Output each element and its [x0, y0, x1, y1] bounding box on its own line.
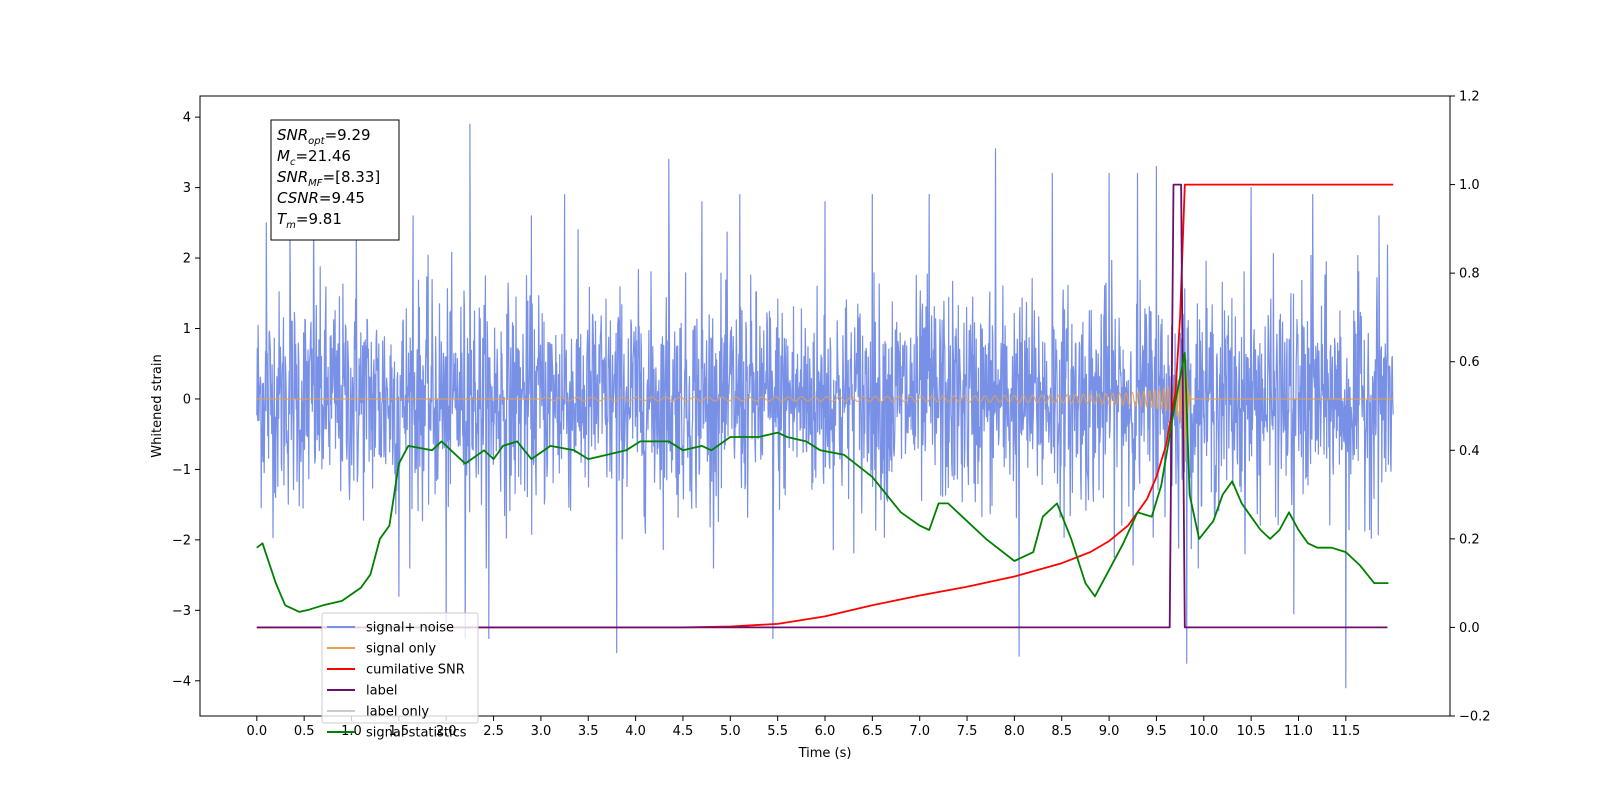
series-signal-statistics [256, 351, 1389, 613]
y2-tick-label: 0.4 [1459, 444, 1480, 459]
x-tick-label: 11.5 [1331, 724, 1360, 739]
x-tick-label: 6.0 [815, 724, 836, 739]
y-tick-label: 0 [183, 392, 191, 407]
x-tick-label: 4.0 [625, 724, 646, 739]
series-signal-only [256, 354, 1394, 462]
y-axis-label: Whitened strain [150, 354, 165, 457]
legend-item: cumilative SNR [327, 663, 465, 678]
y2-tick-label: 0.2 [1459, 532, 1480, 547]
legend-item: signal+ noise [327, 621, 454, 636]
series-label [256, 183, 1388, 629]
y2-tick-label: 0.0 [1459, 621, 1480, 636]
x-tick-label: 2.0 [436, 724, 457, 739]
legend: signal+ noise signal only cumilative SNR la… [321, 612, 479, 741]
y-axis-right: 1.2 1.0 0.8 0.6 0.4 0.2 0.0 −0.2 [1450, 90, 1491, 725]
x-tick-label: 3.5 [578, 724, 599, 739]
legend-item: label [327, 684, 397, 699]
signal-series-layer [256, 354, 1394, 462]
legend-label: signal only [366, 642, 436, 657]
x-axis-label: Time (s) [798, 746, 852, 761]
x-tick-label: 7.0 [909, 724, 930, 739]
x-tick-label: 9.0 [1099, 724, 1120, 739]
y-tick-label: 1 [183, 322, 191, 337]
x-tick-label: 0.5 [294, 724, 315, 739]
y2-tick-label: −0.2 [1459, 710, 1491, 725]
x-tick-label: 4.5 [673, 724, 694, 739]
legend-label: signal statistics [366, 726, 467, 741]
x-axis: 0.0 0.5 1.0 1.5 2.0 2.5 3.0 3.5 4.0 4.5 5.0 5.5 6.0 6… [246, 716, 1360, 739]
annotation-line: SNRMF=[8.33] [277, 168, 380, 189]
annotation-frame [270, 119, 400, 241]
x-tick-label: 7.5 [957, 724, 978, 739]
legend-label: cumilative SNR [366, 663, 465, 678]
legend-item: signal only [327, 642, 436, 657]
annotation-line: Mc=21.46 [277, 147, 351, 168]
x-tick-label: 10.5 [1237, 724, 1266, 739]
x-tick-label: 8.0 [1004, 724, 1025, 739]
annotation-line: Tm=9.81 [277, 210, 342, 231]
legend-label: label only [366, 705, 429, 720]
x-tick-label: 5.0 [720, 724, 741, 739]
y-tick-label: −4 [172, 674, 191, 689]
y2-tick-label: 0.8 [1459, 267, 1480, 282]
y-tick-label: 2 [183, 252, 191, 267]
y-tick-label: −1 [172, 463, 191, 478]
x-tick-label: 2.5 [483, 724, 504, 739]
series-signal-plus-noise [256, 123, 1394, 689]
x-tick-label: 6.5 [862, 724, 883, 739]
legend-item: signal statistics [327, 726, 467, 741]
annotation-line: SNRopt=9.29 [277, 126, 371, 147]
y-tick-label: 3 [183, 181, 191, 196]
x-tick-label: 5.5 [767, 724, 788, 739]
legend-frame [321, 612, 479, 724]
legend-label: label [366, 684, 397, 699]
y2-tick-label: 1.2 [1459, 90, 1480, 105]
y-tick-label: −2 [172, 533, 191, 548]
x-tick-label: 3.0 [531, 724, 552, 739]
x-tick-label: 8.5 [1051, 724, 1072, 739]
annotation-box: SNRopt=9.29Mc=21.46SNRMF=[8.33]CSNR=9.45… [270, 119, 400, 241]
x-tick-label: 11.0 [1284, 724, 1313, 739]
series-cumilative-snr [256, 183, 1394, 629]
line-series-layer [256, 183, 1394, 629]
annotation-line: CSNR=9.45 [277, 189, 365, 207]
y-tick-label: −3 [172, 604, 191, 619]
noise-series-layer [256, 123, 1394, 689]
x-tick-label: 9.5 [1146, 724, 1167, 739]
y-axis-left: 4 3 2 1 0 −1 −2 −3 −4 [172, 111, 200, 689]
y2-tick-label: 0.6 [1459, 355, 1480, 370]
x-tick-label: 10.0 [1189, 724, 1218, 739]
y2-tick-label: 1.0 [1459, 178, 1480, 193]
y-tick-label: 4 [183, 111, 191, 126]
legend-item: label only [327, 705, 429, 720]
legend-label: signal+ noise [366, 621, 454, 636]
x-tick-label: 1.5 [389, 724, 410, 739]
x-tick-label: 0.0 [246, 724, 267, 739]
